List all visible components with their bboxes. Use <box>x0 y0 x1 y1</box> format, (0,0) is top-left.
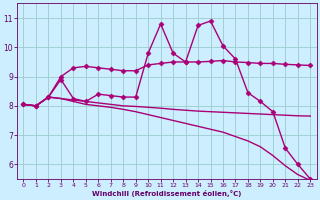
X-axis label: Windchill (Refroidissement éolien,°C): Windchill (Refroidissement éolien,°C) <box>92 190 242 197</box>
